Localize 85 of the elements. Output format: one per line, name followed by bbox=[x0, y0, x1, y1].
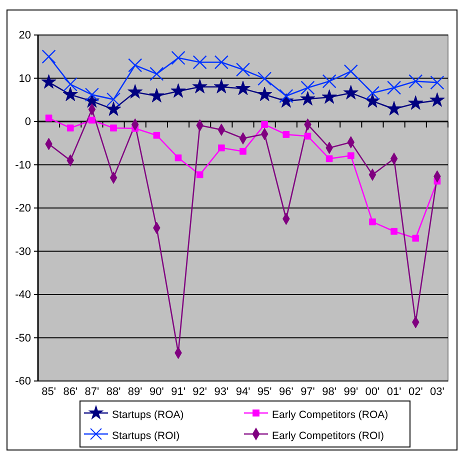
point bbox=[347, 152, 354, 160]
x-tick-label: 86' bbox=[63, 386, 78, 398]
x-tick-label: 03' bbox=[430, 386, 444, 398]
point bbox=[42, 50, 56, 64]
point bbox=[322, 89, 337, 104]
point bbox=[62, 86, 78, 102]
point bbox=[390, 228, 398, 235]
x-tick-label: 93' bbox=[214, 386, 229, 398]
point bbox=[300, 91, 316, 106]
point bbox=[110, 124, 117, 132]
legend-label: Early Competitors (ROA) bbox=[272, 409, 388, 421]
point bbox=[408, 95, 424, 110]
point bbox=[261, 121, 268, 128]
point bbox=[149, 88, 164, 102]
point bbox=[45, 114, 52, 122]
x-tick-label: 87' bbox=[84, 386, 100, 398]
y-tick-label: 0 bbox=[24, 116, 31, 128]
x-tick-label: 92' bbox=[192, 386, 208, 398]
y-tick-label: 10 bbox=[18, 72, 31, 85]
point bbox=[322, 74, 336, 88]
point bbox=[412, 234, 420, 242]
point bbox=[365, 86, 380, 100]
point bbox=[153, 132, 160, 139]
point bbox=[192, 55, 207, 70]
point bbox=[304, 132, 312, 140]
point bbox=[170, 83, 186, 98]
point bbox=[218, 144, 225, 152]
point bbox=[282, 131, 290, 138]
point bbox=[430, 76, 444, 90]
point bbox=[41, 74, 56, 89]
y-tick-label: 20 bbox=[18, 30, 31, 42]
point bbox=[150, 66, 164, 81]
y-tick-label: -30 bbox=[15, 246, 31, 258]
point bbox=[192, 78, 208, 94]
x-tick-label: 02' bbox=[408, 386, 423, 398]
point bbox=[214, 55, 228, 70]
point bbox=[364, 93, 380, 108]
point bbox=[240, 148, 246, 155]
point bbox=[258, 72, 272, 86]
x-tick-label: 88' bbox=[106, 386, 121, 398]
point bbox=[106, 92, 121, 106]
y-tick-label: -50 bbox=[15, 332, 31, 344]
point bbox=[387, 80, 402, 95]
point bbox=[343, 85, 358, 100]
point bbox=[214, 78, 229, 94]
x-tick-label: 96' bbox=[278, 386, 294, 398]
point bbox=[88, 116, 96, 124]
point bbox=[106, 101, 122, 116]
point bbox=[430, 92, 445, 107]
x-tick-label: 95' bbox=[257, 386, 272, 398]
point bbox=[66, 124, 74, 132]
legend-label: Startups (ROA) bbox=[112, 409, 184, 421]
point bbox=[408, 74, 423, 88]
y-tick-label: -60 bbox=[15, 376, 31, 388]
point bbox=[128, 58, 142, 72]
x-tick-label: 89' bbox=[128, 386, 142, 398]
x-tick-label: 90' bbox=[150, 386, 164, 398]
point bbox=[236, 62, 250, 77]
point bbox=[300, 80, 315, 95]
y-tick-label: -10 bbox=[15, 159, 31, 172]
legend-label: Early Competitors (ROI) bbox=[272, 430, 384, 442]
point bbox=[369, 218, 376, 226]
x-tick-label: 01' bbox=[386, 386, 402, 398]
point bbox=[171, 50, 186, 65]
point bbox=[63, 77, 78, 92]
legend-label: Startups (ROI) bbox=[112, 430, 180, 442]
x-tick-label: 91' bbox=[171, 386, 186, 398]
point bbox=[257, 86, 272, 102]
point bbox=[84, 88, 99, 102]
point bbox=[174, 154, 182, 162]
point bbox=[326, 155, 333, 162]
x-tick-label: 98' bbox=[322, 386, 336, 398]
point bbox=[279, 88, 294, 104]
x-tick-label: 94' bbox=[236, 386, 250, 398]
x-tick-label: 85' bbox=[42, 386, 56, 398]
point bbox=[344, 64, 358, 78]
point bbox=[196, 171, 204, 178]
y-tick-label: -20 bbox=[15, 202, 31, 215]
x-tick-label: 99' bbox=[344, 386, 358, 398]
point bbox=[386, 101, 402, 116]
x-tick-label: 00' bbox=[365, 386, 380, 398]
x-tick-label: 97' bbox=[300, 386, 315, 398]
point bbox=[235, 80, 251, 96]
y-tick-label: -40 bbox=[15, 289, 31, 302]
point bbox=[128, 84, 143, 99]
